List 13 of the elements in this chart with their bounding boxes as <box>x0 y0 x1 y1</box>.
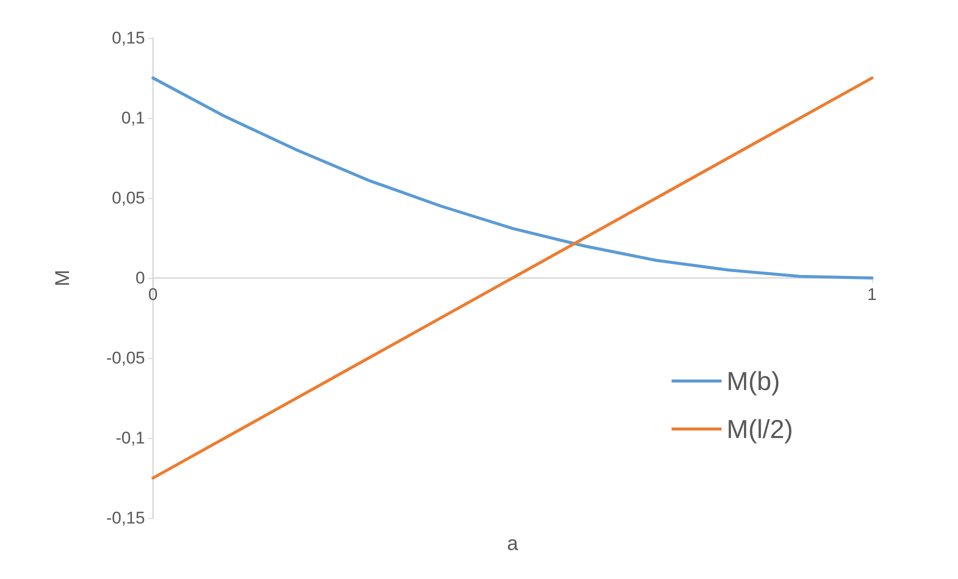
legend-label: M(b) <box>726 366 780 396</box>
legend-label: M(l/2) <box>726 414 794 444</box>
y-tick-label: 0,1 <box>121 108 145 128</box>
y-tick-label: -0,05 <box>106 348 145 368</box>
y-axis-title: M <box>52 270 74 286</box>
y-tick-label: 0 <box>136 268 145 288</box>
y-tick-label: 0,15 <box>112 28 145 48</box>
line-series <box>152 76 874 280</box>
x-axis-title: a <box>506 533 519 555</box>
x-tick-label: 1 <box>867 285 877 304</box>
y-tick-label: -0,15 <box>106 508 145 528</box>
y-tick-label: 0,05 <box>112 188 145 208</box>
y-tick-label: -0,1 <box>116 428 145 448</box>
